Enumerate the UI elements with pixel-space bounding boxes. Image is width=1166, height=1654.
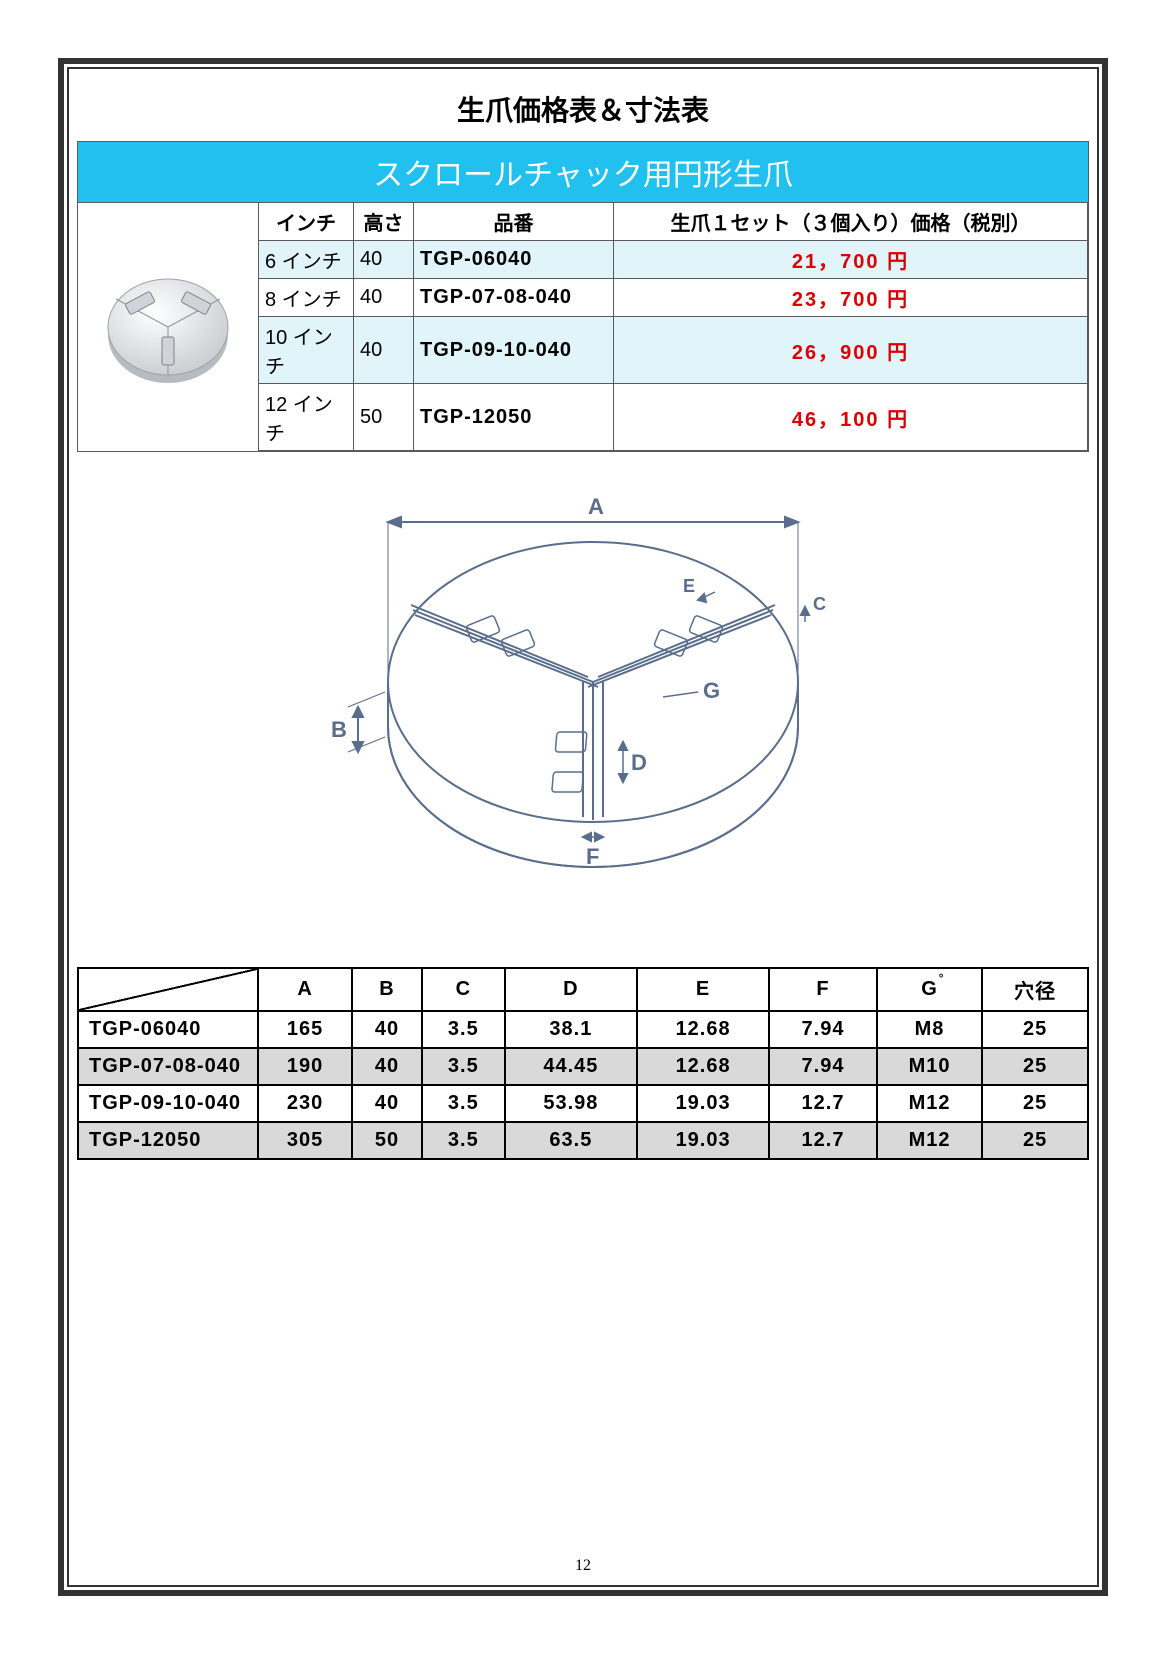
cell-price: 21，700 円 xyxy=(614,241,1088,279)
cell-code: TGP-07-08-040 xyxy=(414,279,614,317)
cell-G: M10 xyxy=(877,1048,982,1085)
cell-code: TGP-12050 xyxy=(78,1122,258,1159)
cell-A: 190 xyxy=(258,1048,352,1085)
dims-col-C: C xyxy=(422,968,505,1011)
diagram-svg: A B C D E F G xyxy=(303,492,863,932)
cell-B: 40 xyxy=(352,1048,422,1085)
col-price: 生爪１セット（３個入り）価格（税別） xyxy=(614,203,1088,241)
cell-F: 12.7 xyxy=(769,1122,877,1159)
cell-F: 12.7 xyxy=(769,1085,877,1122)
cell-E: 19.03 xyxy=(637,1122,769,1159)
cell-C: 3.5 xyxy=(422,1048,505,1085)
cell-E: 19.03 xyxy=(637,1085,769,1122)
cell-inch: 10 インチ xyxy=(259,317,354,384)
cell-hole: 25 xyxy=(982,1085,1088,1122)
table-row: 6 インチ40TGP-0604021，700 円 xyxy=(259,241,1088,279)
col-height: 高さ xyxy=(354,203,414,241)
price-table-wrap: インチ 高さ 品番 生爪１セット（３個入り）価格（税別） 6 インチ40TGP-… xyxy=(77,203,1089,452)
inner-frame: 生爪価格表＆寸法表 スクロールチャック用円形生爪 xyxy=(67,67,1099,1587)
cell-code: TGP-06040 xyxy=(78,1011,258,1048)
cell-hole: 25 xyxy=(982,1122,1088,1159)
cell-height: 40 xyxy=(354,317,414,384)
outer-frame: 生爪価格表＆寸法表 スクロールチャック用円形生爪 xyxy=(58,58,1108,1596)
label-E: E xyxy=(683,576,695,596)
table-row: 10 インチ40TGP-09-10-04026，900 円 xyxy=(259,317,1088,384)
dims-col-blank xyxy=(78,968,258,1011)
cell-height: 40 xyxy=(354,241,414,279)
cell-inch: 8 インチ xyxy=(259,279,354,317)
dims-col-B: B xyxy=(352,968,422,1011)
cell-D: 44.45 xyxy=(505,1048,637,1085)
dimensions-table: A B C D E F G° 穴径 TGP-06040165403.538.11… xyxy=(77,967,1089,1160)
cell-inch: 12 インチ xyxy=(259,384,354,451)
cell-code: TGP-12050 xyxy=(414,384,614,451)
cell-height: 40 xyxy=(354,279,414,317)
cell-price: 46，100 円 xyxy=(614,384,1088,451)
table-row: TGP-12050305503.563.519.0312.7M1225 xyxy=(78,1122,1088,1159)
label-C: C xyxy=(813,594,826,614)
cell-G: M12 xyxy=(877,1122,982,1159)
cell-B: 40 xyxy=(352,1011,422,1048)
label-D: D xyxy=(631,750,647,775)
cell-price: 23，700 円 xyxy=(614,279,1088,317)
cell-D: 53.98 xyxy=(505,1085,637,1122)
cell-code: TGP-06040 xyxy=(414,241,614,279)
col-code: 品番 xyxy=(414,203,614,241)
table-row: TGP-06040165403.538.112.687.94M825 xyxy=(78,1011,1088,1048)
cell-D: 38.1 xyxy=(505,1011,637,1048)
cell-C: 3.5 xyxy=(422,1011,505,1048)
cell-hole: 25 xyxy=(982,1048,1088,1085)
cell-code: TGP-09-10-040 xyxy=(414,317,614,384)
table-row: 8 インチ40TGP-07-08-04023，700 円 xyxy=(259,279,1088,317)
cell-F: 7.94 xyxy=(769,1011,877,1048)
label-F: F xyxy=(586,844,599,869)
dims-col-D: D xyxy=(505,968,637,1011)
diagram-labels: A B C D E F G xyxy=(331,494,826,869)
cell-height: 50 xyxy=(354,384,414,451)
table-row: TGP-09-10-040230403.553.9819.0312.7M1225 xyxy=(78,1085,1088,1122)
cell-code: TGP-09-10-040 xyxy=(78,1085,258,1122)
label-B: B xyxy=(331,717,347,742)
dims-col-E: E xyxy=(637,968,769,1011)
label-G: G xyxy=(703,678,720,703)
cell-C: 3.5 xyxy=(422,1122,505,1159)
cell-G: M8 xyxy=(877,1011,982,1048)
table-row: 12 インチ50TGP-1205046，100 円 xyxy=(259,384,1088,451)
cell-G: M12 xyxy=(877,1085,982,1122)
price-table: インチ 高さ 品番 生爪１セット（３個入り）価格（税別） 6 インチ40TGP-… xyxy=(258,203,1088,451)
cell-C: 3.5 xyxy=(422,1085,505,1122)
dims-col-F: F xyxy=(769,968,877,1011)
dimension-diagram: A B C D E F G xyxy=(77,492,1089,937)
page-title: 生爪価格表＆寸法表 xyxy=(77,89,1089,129)
cell-B: 50 xyxy=(352,1122,422,1159)
dims-col-hole: 穴径 xyxy=(982,968,1088,1011)
col-inch: インチ xyxy=(259,203,354,241)
cell-A: 165 xyxy=(258,1011,352,1048)
cell-E: 12.68 xyxy=(637,1011,769,1048)
cell-B: 40 xyxy=(352,1085,422,1122)
label-A: A xyxy=(588,494,604,519)
thumbnail-icon xyxy=(98,257,238,397)
subtitle-bar: スクロールチャック用円形生爪 xyxy=(77,141,1089,203)
cell-inch: 6 インチ xyxy=(259,241,354,279)
cell-E: 12.68 xyxy=(637,1048,769,1085)
table-row: TGP-07-08-040190403.544.4512.687.94M1025 xyxy=(78,1048,1088,1085)
cell-D: 63.5 xyxy=(505,1122,637,1159)
cell-A: 305 xyxy=(258,1122,352,1159)
cell-price: 26，900 円 xyxy=(614,317,1088,384)
dims-col-A: A xyxy=(258,968,352,1011)
cell-code: TGP-07-08-040 xyxy=(78,1048,258,1085)
page: 生爪価格表＆寸法表 スクロールチャック用円形生爪 xyxy=(0,0,1166,1654)
page-number: 12 xyxy=(69,1557,1097,1575)
cell-hole: 25 xyxy=(982,1011,1088,1048)
product-thumbnail xyxy=(78,203,258,451)
cell-F: 7.94 xyxy=(769,1048,877,1085)
cell-A: 230 xyxy=(258,1085,352,1122)
dims-col-G: G° xyxy=(877,968,982,1011)
